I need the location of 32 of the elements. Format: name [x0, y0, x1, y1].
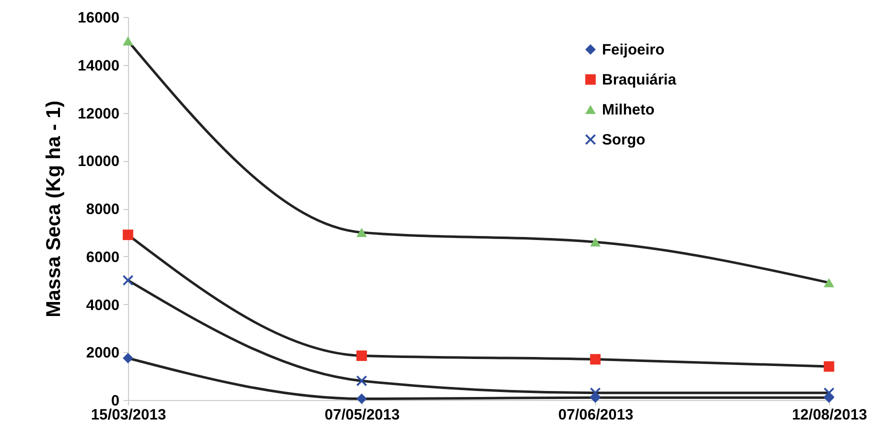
legend-label: Sorgo — [602, 132, 646, 148]
point — [824, 388, 834, 398]
y-tick-label: 0 — [111, 392, 120, 410]
legend-label: Milheto — [602, 102, 654, 118]
point — [122, 275, 134, 286]
point — [356, 394, 367, 404]
y-axis-title: Massa Seca (Kg ha - 1) — [42, 100, 65, 318]
y-tick-label: 16000 — [78, 10, 120, 26]
y-tick-label: 4000 — [86, 296, 120, 314]
point — [122, 230, 134, 240]
point — [356, 350, 367, 361]
point — [590, 388, 601, 398]
y-tick-label: 12000 — [78, 105, 120, 122]
x-tick-label: 07/05/2013 — [324, 406, 400, 424]
y-tick-label: 8000 — [86, 201, 120, 218]
point — [356, 376, 367, 386]
x-tick-label: 07/06/2013 — [558, 406, 634, 424]
legend-label: Braquiária — [602, 72, 677, 88]
point — [122, 352, 134, 364]
y-tick-label: 2000 — [86, 344, 120, 362]
y-tick-label: 6000 — [86, 248, 120, 266]
point — [122, 36, 134, 46]
legend-label: Feijoeiro — [602, 42, 665, 58]
point — [824, 278, 834, 288]
x-tick-label: 12/08/2013 — [792, 406, 868, 424]
point — [356, 228, 367, 237]
point — [824, 361, 834, 372]
y-tick-label: 10000 — [78, 153, 120, 170]
y-tick-label: 14000 — [78, 57, 120, 74]
x-tick-label: 15/03/2013 — [90, 406, 166, 424]
point — [590, 354, 601, 365]
point — [590, 237, 601, 247]
